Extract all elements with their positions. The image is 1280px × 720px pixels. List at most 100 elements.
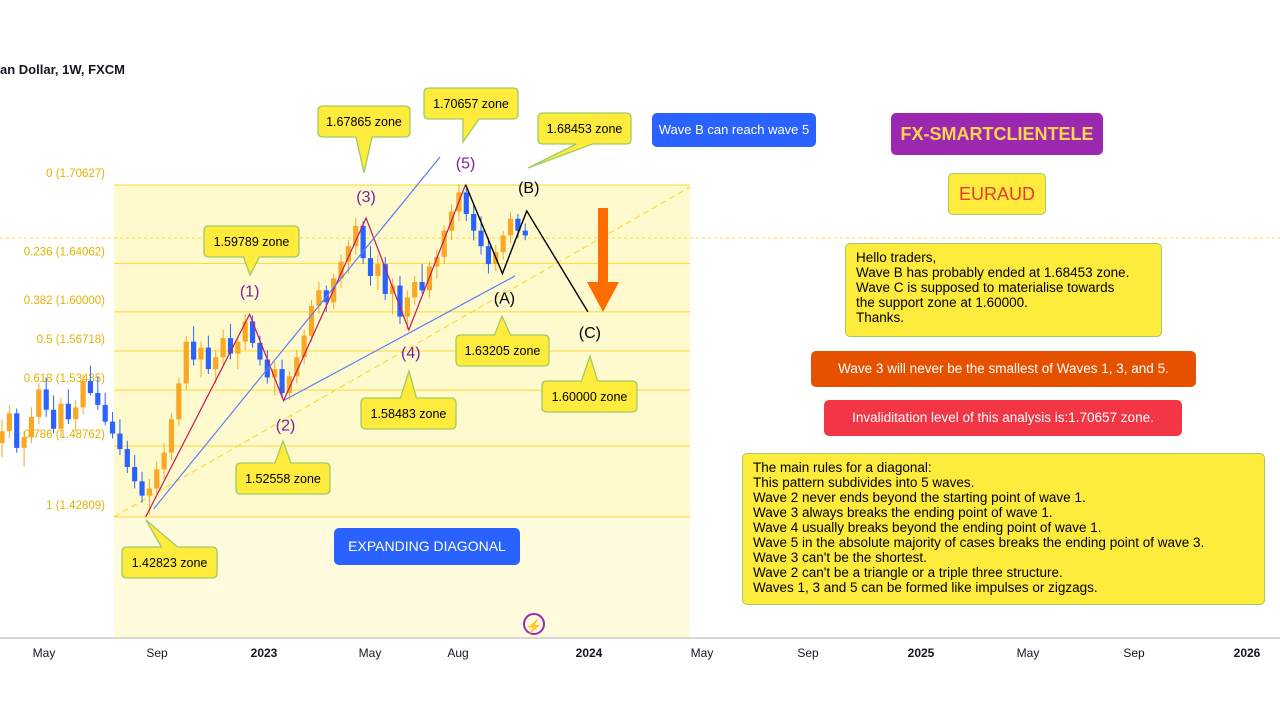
- candle-body-64: [471, 213, 477, 231]
- candle-body-29: [213, 357, 219, 370]
- wave-path-impulse: [145, 184, 467, 518]
- candle-body-14: [102, 404, 108, 422]
- candle-body-43: [316, 290, 322, 306]
- wave-label-1: (2): [276, 418, 296, 435]
- wave-label-3: (4): [401, 345, 421, 362]
- candle-body-1: [6, 413, 12, 432]
- candle-body-24: [176, 383, 182, 420]
- wave-label-2: (3): [356, 189, 376, 206]
- x-tick-7: Sep: [797, 646, 819, 660]
- hello-traders-note: Hello traders, Wave B has probably ended…: [845, 243, 1162, 337]
- expanding-diagonal-label: EXPANDING DIAGONAL: [334, 528, 520, 565]
- candle-body-15: [109, 421, 116, 434]
- candle-body-71: [522, 230, 528, 236]
- callout-wave1: 1.59789 zone: [203, 225, 300, 277]
- candle-body-3: [21, 437, 27, 448]
- wave-label-0: (1): [240, 283, 260, 300]
- wave-label-4: (5): [456, 156, 476, 173]
- callout-start-text: 1.42823 zone: [132, 556, 208, 570]
- wave3-rule-note: Wave 3 will never be the smallest of Wav…: [811, 351, 1196, 387]
- candle-body-30: [220, 338, 226, 358]
- candle-body-37: [272, 369, 278, 378]
- candle-body-17: [124, 449, 130, 467]
- callout-wave2-shape: [235, 439, 331, 495]
- candle-body-7: [50, 409, 57, 429]
- callout-wave5-shape: [423, 87, 519, 145]
- candle-body-23: [168, 419, 175, 453]
- brand-badge: FX-SMARTCLIENTELE: [891, 113, 1103, 155]
- wave-label-5: (A): [494, 291, 515, 308]
- callout-wave1-shape: [203, 225, 300, 277]
- candle-body-8: [58, 403, 64, 429]
- candle-body-27: [198, 347, 204, 360]
- candle-body-5: [36, 389, 42, 417]
- callout-wave4: 1.58483 zone: [360, 368, 457, 430]
- candle-body-70: [515, 218, 521, 231]
- candle-body-13: [95, 392, 101, 405]
- callout-waveA-shape: [455, 314, 550, 367]
- callout-waveC-text: 1.60000 zone: [552, 390, 628, 404]
- callout-wave1-text: 1.59789 zone: [214, 235, 290, 249]
- callout-wave4-shape: [360, 368, 457, 430]
- wave-b-note: Wave B can reach wave 5: [652, 113, 816, 147]
- candle-body-68: [500, 235, 506, 253]
- callout-start-shape: [121, 519, 218, 579]
- candle-body-66: [485, 246, 492, 265]
- fib-label-5: 0.786 (1.48762): [24, 429, 105, 441]
- wave-overlay: (1) (2) (3) (4) (5) (A) (B) (C) 1.59789 zone 1.52…: [121, 87, 638, 579]
- candle-body-63: [463, 192, 469, 214]
- wave-label-6: (B): [518, 180, 539, 197]
- callout-waveB: 1.68453 zone: [527, 112, 632, 169]
- callout-waveA: 1.63205 zone: [455, 314, 550, 367]
- wave-path-correction: [464, 184, 589, 313]
- candle-body-59: [434, 256, 440, 267]
- bolt-icon[interactable]: ⚡: [523, 613, 545, 635]
- candle-body-65: [478, 230, 484, 247]
- candle-body-38: [279, 369, 285, 393]
- x-tick-2: 2023: [251, 646, 278, 660]
- candle-body-52: [382, 264, 388, 294]
- candle-body-53: [390, 285, 396, 294]
- candle-body-28: [205, 347, 211, 370]
- candle-body-47: [345, 246, 351, 262]
- candle-body-10: [73, 407, 79, 420]
- callout-wave3-text: 1.67865 zone: [326, 115, 402, 129]
- fib-label-2: 0.382 (1.60000): [24, 295, 105, 307]
- x-tick-6: May: [691, 646, 714, 660]
- candle-body-16: [117, 433, 123, 450]
- down-arrow-icon: [587, 208, 619, 312]
- candle-body-54: [397, 285, 403, 317]
- callout-wave5: 1.70657 zone: [423, 87, 519, 145]
- callout-start: 1.42823 zone: [121, 519, 218, 579]
- candle-body-34: [249, 321, 256, 343]
- candle-body-48: [353, 225, 359, 247]
- wave-label-7: (C): [579, 325, 601, 342]
- candle-body-12: [87, 381, 94, 393]
- candle-body-25: [183, 341, 189, 384]
- candle-body-18: [132, 466, 138, 482]
- candle-body-46: [338, 261, 344, 279]
- candle-body-57: [419, 281, 425, 291]
- candle-body-50: [367, 258, 374, 277]
- candle-body-9: [65, 403, 71, 420]
- callout-waveC-shape: [541, 353, 638, 413]
- channel-upper: [153, 156, 441, 510]
- candle-body-22: [161, 452, 167, 470]
- candle-body-33: [242, 321, 248, 342]
- x-tick-5: 2024: [576, 646, 603, 660]
- candle-body-4: [28, 416, 35, 438]
- candle-body-42: [308, 305, 315, 336]
- candle-body-31: [227, 338, 234, 354]
- dashed-trendline: [113, 186, 691, 518]
- candle-body-49: [360, 225, 366, 259]
- x-tick-8: 2025: [908, 646, 935, 660]
- fib-label-1: 0.236 (1.64062): [24, 246, 105, 258]
- callout-waveB-shape: [527, 112, 632, 169]
- callout-wave3-shape: [317, 105, 411, 174]
- candle-body-56: [412, 281, 418, 298]
- fib-label-6: 1 (1.42809): [46, 500, 105, 512]
- pair-badge: EURAUD: [948, 173, 1046, 215]
- candle-body-26: [191, 341, 197, 360]
- x-tick-9: May: [1017, 646, 1040, 660]
